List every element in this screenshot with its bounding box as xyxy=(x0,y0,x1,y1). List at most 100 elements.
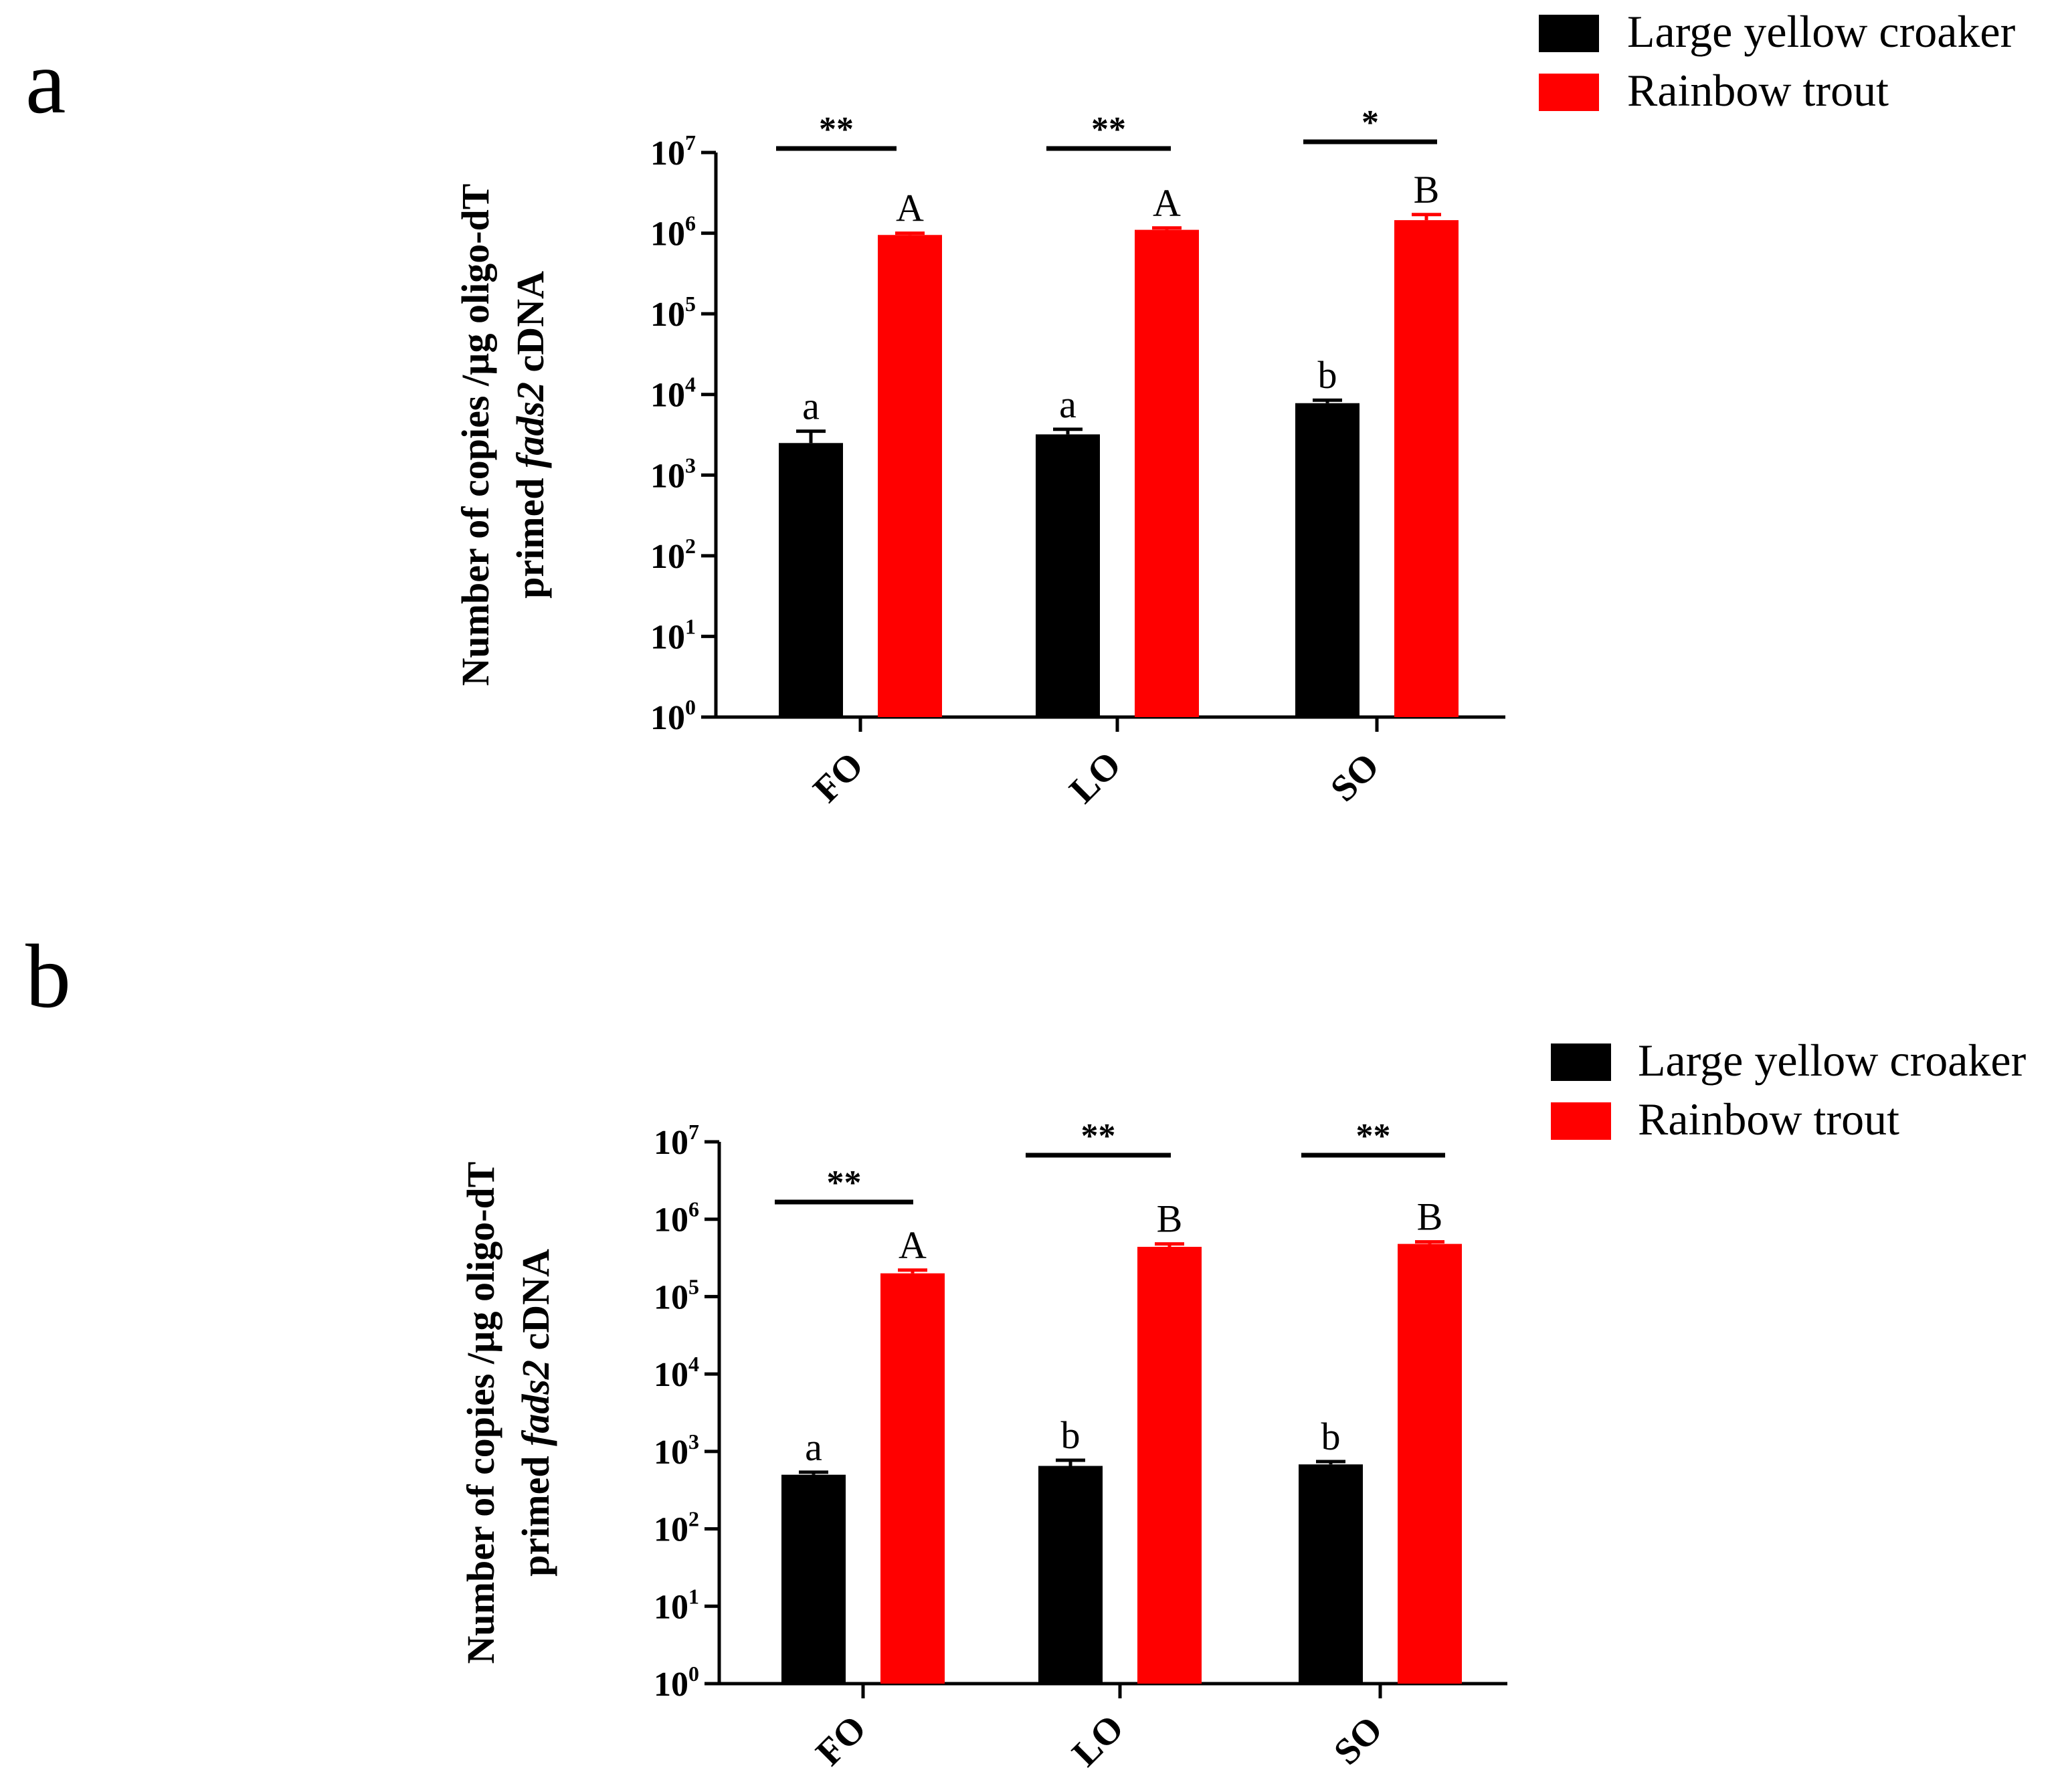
legend-label: Rainbow trout xyxy=(1638,1094,1899,1144)
x-tick-label: LO xyxy=(1062,744,1129,811)
y-tick-label: 103 xyxy=(650,453,696,495)
y-tick-exponent: 7 xyxy=(688,1120,699,1144)
y-tick-base: 10 xyxy=(650,457,685,495)
significance-stars: ** xyxy=(1356,1117,1391,1155)
bar-large-yellow-croaker xyxy=(779,443,843,717)
y-axis-label-gene: fads2 xyxy=(514,1360,557,1446)
bar-rainbow-trout xyxy=(1137,1246,1202,1684)
y-tick-exponent: 3 xyxy=(688,1429,699,1454)
y-tick-label: 107 xyxy=(650,130,696,173)
y-tick-base: 10 xyxy=(650,377,685,415)
y-tick-base: 10 xyxy=(650,699,685,737)
y-tick-exponent: 5 xyxy=(688,1274,699,1298)
y-tick-label: 102 xyxy=(650,534,696,576)
bar-rainbow-trout xyxy=(878,235,942,717)
y-tick-label: 100 xyxy=(650,695,696,737)
y-tick-base: 10 xyxy=(654,1666,688,1704)
significance-stars: * xyxy=(1362,104,1379,142)
bar-large-yellow-croaker xyxy=(1036,434,1100,717)
y-tick-exponent: 2 xyxy=(685,534,696,558)
x-tick-label: LO xyxy=(1064,1707,1132,1775)
y-tick-exponent: 4 xyxy=(688,1352,699,1376)
y-tick-label: 101 xyxy=(654,1584,699,1626)
y-tick-exponent: 6 xyxy=(688,1197,699,1221)
bar-rainbow-trout xyxy=(1135,229,1199,717)
significance-letter: A xyxy=(896,187,924,230)
y-tick-label: 102 xyxy=(654,1507,699,1549)
bar-large-yellow-croaker xyxy=(1038,1466,1103,1684)
y-tick-label: 104 xyxy=(654,1352,699,1394)
significance-stars: ** xyxy=(819,110,854,148)
y-tick-base: 10 xyxy=(650,134,685,173)
y-tick-exponent: 2 xyxy=(688,1507,699,1531)
x-tick-label: SO xyxy=(1323,745,1388,810)
y-tick-base: 10 xyxy=(654,1588,688,1626)
y-axis-label-line1: Number of copies /µg oligo-dT xyxy=(454,184,497,686)
y-tick-base: 10 xyxy=(650,538,685,576)
legend-swatch xyxy=(1539,74,1599,111)
legend-label: Large yellow croaker xyxy=(1638,1035,2027,1086)
y-axis-label-line2: primed fads2 cDNA xyxy=(508,271,552,599)
y-tick-base: 10 xyxy=(654,1511,688,1549)
significance-letter: a xyxy=(1059,383,1076,426)
bar-large-yellow-croaker xyxy=(1299,1464,1363,1684)
significance-letter: b xyxy=(1321,1415,1341,1458)
y-tick-label: 106 xyxy=(654,1197,699,1239)
significance-letter: B xyxy=(1414,168,1440,211)
y-tick-exponent: 1 xyxy=(688,1584,699,1608)
significance-letter: A xyxy=(1153,181,1181,225)
legend-label: Large yellow croaker xyxy=(1627,6,2016,57)
x-tick-label: FO xyxy=(806,744,872,811)
y-tick-base: 10 xyxy=(654,1124,688,1162)
bar-rainbow-trout xyxy=(1394,220,1459,717)
bar-rainbow-trout xyxy=(880,1273,945,1684)
y-tick-base: 10 xyxy=(654,1201,688,1239)
y-tick-exponent: 3 xyxy=(685,453,696,477)
y-tick-exponent: 6 xyxy=(685,211,696,235)
y-axis-label-prefix: primed xyxy=(508,468,552,599)
y-axis-label-prefix: primed xyxy=(514,1446,557,1577)
y-tick-exponent: 0 xyxy=(688,1662,699,1686)
y-tick-base: 10 xyxy=(650,618,685,656)
bar-large-yellow-croaker xyxy=(781,1474,846,1684)
y-tick-label: 104 xyxy=(650,373,696,415)
legend-swatch xyxy=(1551,1043,1611,1081)
y-tick-exponent: 5 xyxy=(685,292,696,316)
x-tick-label: FO xyxy=(808,1708,874,1774)
y-axis-label-line2: primed fads2 cDNA xyxy=(514,1249,557,1577)
significance-letter: b xyxy=(1318,353,1337,397)
legend-swatch xyxy=(1551,1102,1611,1140)
y-tick-base: 10 xyxy=(654,1433,688,1472)
y-tick-label: 106 xyxy=(650,211,696,254)
y-tick-label: 107 xyxy=(654,1120,699,1162)
y-tick-exponent: 7 xyxy=(685,130,696,155)
significance-letter: b xyxy=(1061,1413,1081,1457)
significance-stars: ** xyxy=(827,1164,862,1202)
y-axis-label-suffix: cDNA xyxy=(508,271,552,382)
y-tick-base: 10 xyxy=(650,215,685,254)
panel-label: b xyxy=(25,926,71,1027)
y-axis-label-gene: fads2 xyxy=(508,382,552,468)
significance-letter: a xyxy=(805,1425,822,1469)
y-tick-label: 101 xyxy=(650,614,696,656)
y-tick-base: 10 xyxy=(650,296,685,334)
x-tick-label: SO xyxy=(1326,1708,1391,1773)
y-tick-exponent: 0 xyxy=(685,695,696,719)
y-tick-exponent: 4 xyxy=(685,373,696,397)
y-tick-label: 105 xyxy=(654,1274,699,1316)
y-axis-label-suffix: cDNA xyxy=(514,1249,557,1360)
significance-letter: B xyxy=(1417,1195,1443,1239)
legend-label: Rainbow trout xyxy=(1627,65,1889,116)
bar-rainbow-trout xyxy=(1398,1243,1462,1684)
legend-swatch xyxy=(1539,15,1599,52)
y-tick-label: 105 xyxy=(650,292,696,334)
significance-letter: a xyxy=(802,385,820,428)
y-tick-exponent: 1 xyxy=(685,614,696,638)
significance-stars: ** xyxy=(1091,110,1126,148)
y-tick-label: 100 xyxy=(654,1662,699,1704)
significance-letter: A xyxy=(899,1223,927,1267)
y-tick-label: 103 xyxy=(654,1429,699,1472)
significance-stars: ** xyxy=(1081,1117,1116,1155)
